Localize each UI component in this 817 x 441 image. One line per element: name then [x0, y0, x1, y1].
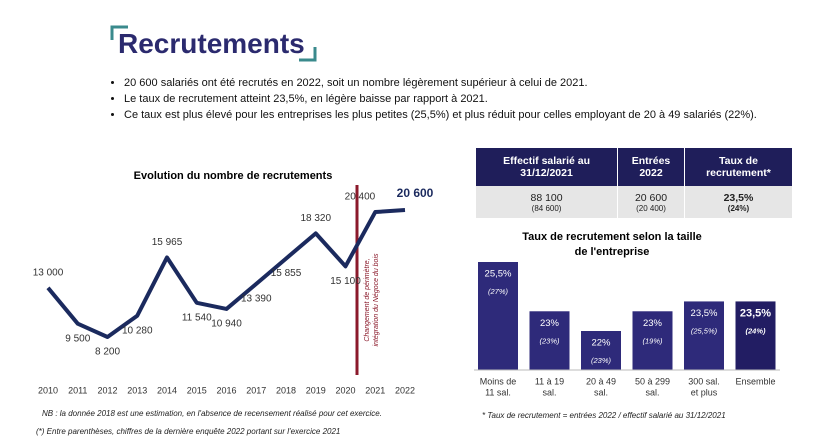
value-label: 15 855: [271, 268, 302, 279]
cell-main: 20 600: [634, 191, 668, 204]
chart-title: de l'entreprise: [575, 246, 650, 258]
x-tick-label: sal.: [542, 387, 556, 397]
table-cell: 23,5% (24%): [684, 186, 794, 218]
value-label: 8 200: [95, 347, 120, 358]
bracket: [110, 25, 128, 40]
value-label: 23,5%: [740, 307, 771, 319]
x-tick-label: 2010: [38, 385, 58, 395]
value-label: 22%: [591, 338, 611, 349]
value-label: 23%: [643, 318, 663, 329]
table-header: Entrées 2022: [617, 148, 685, 186]
x-tick-label: 2015: [187, 385, 207, 395]
x-tick-label: sal.: [645, 387, 659, 397]
table-header: Effectif salarié au 31/12/2021: [476, 148, 619, 186]
previous-label: (23%): [591, 356, 612, 365]
x-tick-label: 2019: [306, 385, 326, 395]
value-label: 13 390: [241, 293, 272, 304]
cell-sub: (20 400): [636, 203, 666, 213]
value-label-highlight: 20 600: [397, 186, 434, 200]
value-label: 10 940: [211, 319, 242, 330]
footnote: * Taux de recrutement = entrées 2022 / e…: [482, 411, 726, 420]
x-tick-label: 50 à 299: [635, 376, 670, 386]
x-tick-label: 300 sal.: [688, 376, 720, 386]
bar: [581, 331, 621, 370]
x-tick-label: 2022: [395, 385, 415, 395]
x-tick-label: Moins de: [480, 376, 517, 386]
footnote: NB : la donnée 2018 est une estimation, …: [42, 409, 382, 418]
value-label: 15 100: [330, 276, 361, 287]
x-tick-label: 20 à 49: [586, 376, 616, 386]
footnote: (*) Entre parenthèses, chiffres de la de…: [36, 427, 341, 436]
x-tick-label: sal.: [594, 387, 608, 397]
x-tick-label: 11 à 19: [535, 376, 564, 386]
table-header: Taux de recrutement*: [684, 148, 794, 186]
bullet: Le taux de recrutement atteint 23,5%, en…: [124, 93, 757, 105]
value-label: 11 540: [182, 312, 212, 323]
bracket: [299, 47, 317, 62]
value-label: 20 400: [345, 192, 376, 203]
x-tick-label: 2016: [216, 385, 236, 395]
previous-label: (27%): [488, 287, 509, 296]
value-label: 25,5%: [485, 269, 512, 280]
x-tick-label: 2017: [246, 385, 266, 395]
page-title: Recrutements: [118, 28, 305, 59]
chart-title: Evolution du nombre de recrutements: [134, 170, 333, 182]
cell-sub: (24%): [727, 203, 750, 213]
x-tick-label: 2011: [68, 385, 87, 395]
bar: [684, 301, 724, 370]
chart-title: Taux de recrutement selon la taille: [522, 231, 702, 243]
summary-table: Effectif salarié au 31/12/2021 Entrées 20…: [476, 148, 794, 218]
bullet-list: 20 600 salariés ont été recrutés en 2022…: [108, 77, 757, 125]
x-tick-label: 2020: [335, 385, 355, 395]
cell-main: 88 100: [530, 191, 563, 204]
table-cell: 20 600 (20 400): [617, 186, 685, 218]
bar: [735, 301, 776, 370]
value-label: 13 000: [33, 267, 64, 278]
x-tick-label: 2012: [97, 385, 117, 395]
cell-main: 23,5%: [723, 191, 754, 204]
previous-label: (19%): [642, 336, 663, 345]
x-tick-label: 2021: [365, 385, 385, 395]
value-label: 9 500: [65, 333, 90, 344]
value-label: 23,5%: [691, 308, 718, 319]
value-label: 15 965: [152, 237, 183, 248]
x-tick-label: 2018: [276, 385, 296, 395]
bar: [632, 311, 673, 370]
x-tick-label: et plus: [691, 387, 718, 397]
bullet: Ce taux est plus élevé pour les entrepri…: [124, 109, 757, 121]
x-tick-label: 2013: [127, 385, 147, 395]
x-tick-label: 2014: [157, 385, 177, 395]
previous-label: (25,5%): [691, 326, 718, 335]
line: [46, 208, 406, 339]
bar: [529, 311, 570, 370]
bar: [478, 262, 518, 370]
annotation: Changement de périmètre,: [364, 258, 371, 341]
value-label: 23%: [540, 318, 560, 329]
annotation: intégration du Négoce du bois: [373, 253, 380, 347]
previous-label: (23%): [539, 336, 560, 345]
cell-sub: (84 600): [531, 203, 562, 213]
value-label: 18 320: [300, 213, 331, 224]
x-tick-label: Ensemble: [735, 376, 775, 386]
previous-label: (24%): [745, 326, 766, 335]
bullet: 20 600 salariés ont été recrutés en 2022…: [124, 77, 757, 89]
value-label: 10 280: [122, 325, 153, 336]
table-cell: 88 100 (84 600): [476, 186, 619, 218]
x-tick-label: 11 sal.: [485, 387, 511, 397]
